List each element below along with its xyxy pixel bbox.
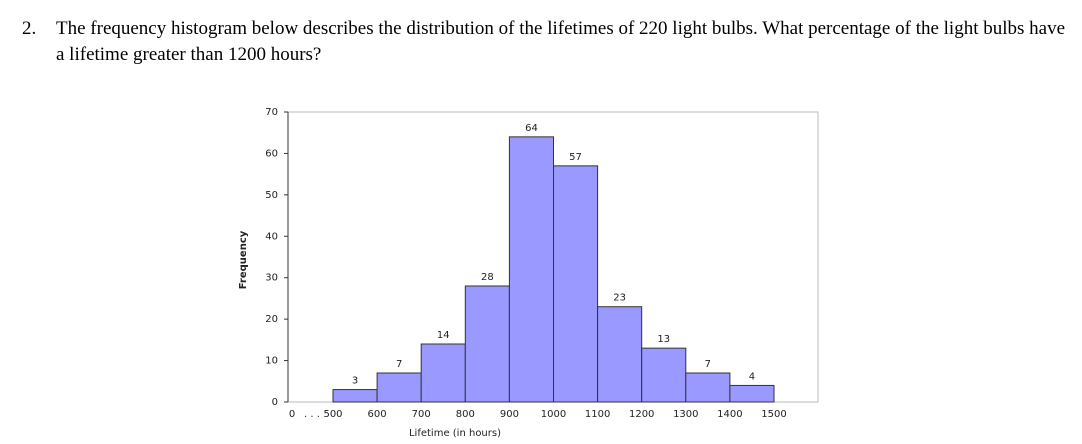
data-label: 14 xyxy=(437,330,450,341)
x-axis-title: Lifetime (in hours) xyxy=(409,428,501,439)
axis-break: . . . xyxy=(304,409,320,420)
y-tick-label: 70 xyxy=(265,107,278,118)
data-label: 57 xyxy=(569,152,582,163)
x-tick-label: 900 xyxy=(500,409,519,420)
bar xyxy=(332,389,378,403)
data-label: 7 xyxy=(705,359,711,370)
data-label: 7 xyxy=(396,359,402,370)
data-label: 23 xyxy=(613,293,626,304)
data-label: 28 xyxy=(481,272,494,283)
bar xyxy=(420,343,466,403)
bar xyxy=(508,136,554,403)
bar xyxy=(641,347,687,403)
data-label: 64 xyxy=(525,123,538,134)
x-tick-label: 1000 xyxy=(541,409,566,420)
y-tick-label: 30 xyxy=(265,273,278,284)
x-tick-label: 1300 xyxy=(673,409,698,420)
data-label: 4 xyxy=(749,371,755,382)
bar xyxy=(729,384,775,403)
y-tick-label: 50 xyxy=(265,190,278,201)
x-tick-label: 800 xyxy=(456,409,475,420)
bar xyxy=(464,285,510,403)
x-tick-label: 1400 xyxy=(717,409,742,420)
x-tick-label: 700 xyxy=(412,409,431,420)
x-tick-label: 600 xyxy=(368,409,387,420)
y-tick-label: 60 xyxy=(265,148,278,159)
bar xyxy=(553,165,599,403)
bar xyxy=(597,306,643,403)
y-axis-title: Frequency xyxy=(238,230,249,289)
x-tick-label: 1500 xyxy=(761,409,786,420)
data-label: 13 xyxy=(657,334,670,345)
question-text: The frequency histogram below describes … xyxy=(56,18,1066,65)
y-tick-label: 10 xyxy=(265,356,278,367)
y-tick-label: 40 xyxy=(265,231,278,242)
bar xyxy=(376,372,422,403)
y-tick-label: 20 xyxy=(265,314,278,325)
bar xyxy=(685,372,731,403)
x-tick-label: 0 xyxy=(289,409,295,420)
y-tick-label: 0 xyxy=(272,397,278,408)
x-tick-label: 500 xyxy=(323,409,342,420)
x-tick-label: 1100 xyxy=(585,409,610,420)
question-number: 2. xyxy=(22,18,37,39)
x-tick-label: 1200 xyxy=(629,409,654,420)
data-label: 3 xyxy=(352,376,358,387)
